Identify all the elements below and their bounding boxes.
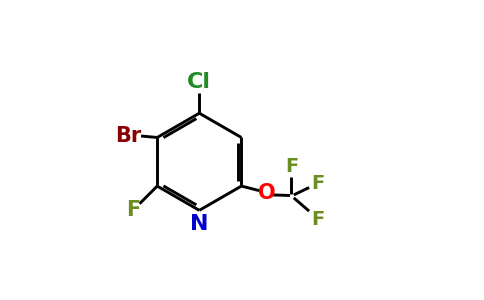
Text: Cl: Cl [187, 72, 212, 92]
Text: F: F [285, 158, 298, 176]
Text: Br: Br [115, 126, 141, 146]
Text: F: F [311, 210, 325, 230]
Text: F: F [311, 174, 325, 193]
Text: O: O [257, 183, 275, 203]
Text: N: N [190, 214, 209, 234]
Text: F: F [126, 200, 141, 220]
